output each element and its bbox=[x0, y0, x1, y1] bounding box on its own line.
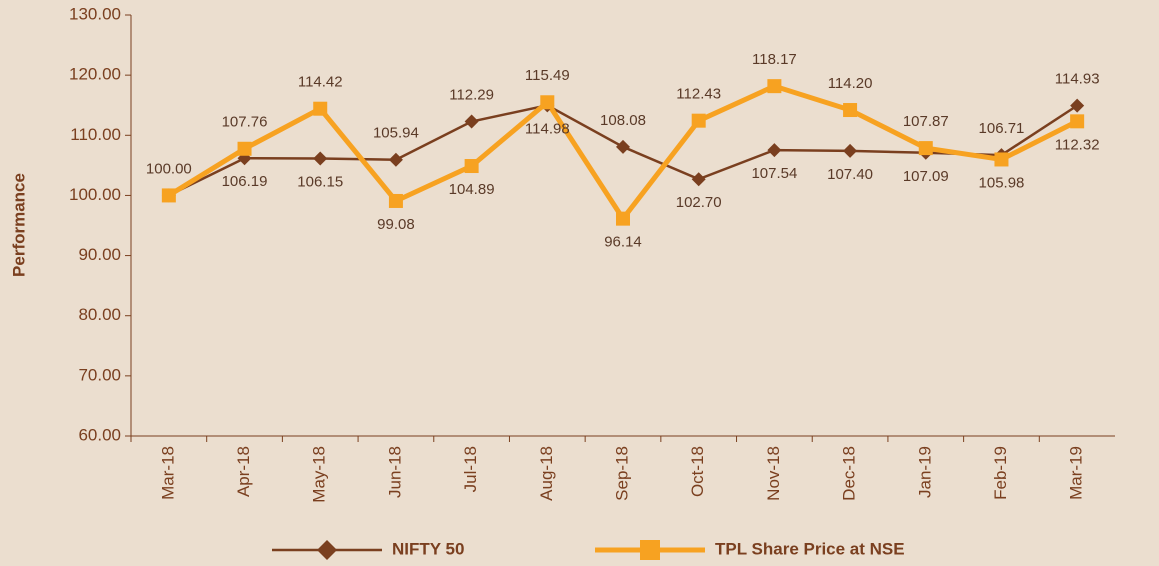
data-point bbox=[1070, 114, 1085, 129]
data-point bbox=[464, 159, 479, 174]
data-point bbox=[540, 95, 555, 110]
data-point bbox=[161, 188, 176, 203]
data-point bbox=[616, 211, 630, 226]
data-label: 106.71 bbox=[979, 120, 1025, 137]
data-point bbox=[843, 103, 858, 118]
data-point bbox=[313, 151, 328, 166]
data-point bbox=[994, 152, 1009, 167]
x-tick-label: Aug-18 bbox=[537, 446, 556, 501]
legend-marker bbox=[317, 540, 337, 560]
x-tick-label: May-18 bbox=[310, 446, 329, 503]
x-tick-label: Mar-18 bbox=[158, 446, 177, 500]
data-point bbox=[313, 101, 328, 116]
data-label: 114.20 bbox=[828, 75, 873, 92]
x-tick-label: Jan-19 bbox=[915, 446, 934, 498]
data-point bbox=[691, 113, 706, 128]
data-label: 100.00 bbox=[146, 160, 192, 177]
x-tick-label: Apr-18 bbox=[234, 446, 253, 497]
data-point bbox=[1070, 98, 1085, 113]
x-tick-label: Sep-18 bbox=[612, 446, 631, 501]
x-tick-label: Feb-19 bbox=[991, 446, 1010, 500]
legend-marker bbox=[640, 540, 660, 560]
x-tick-label: Jul-18 bbox=[461, 446, 480, 492]
data-label: 107.76 bbox=[222, 114, 268, 131]
data-label: 107.09 bbox=[903, 168, 949, 185]
x-tick-label: Mar-19 bbox=[1067, 446, 1086, 500]
data-label: 118.17 bbox=[752, 51, 797, 68]
data-label: 107.54 bbox=[751, 165, 797, 182]
data-point bbox=[843, 143, 858, 158]
y-tick-label: 80.00 bbox=[78, 305, 121, 324]
data-point bbox=[464, 114, 479, 129]
data-label: 108.08 bbox=[600, 112, 646, 129]
data-label: 107.40 bbox=[827, 166, 873, 183]
data-label: 112.43 bbox=[676, 86, 721, 103]
data-label: 114.93 bbox=[1055, 71, 1100, 88]
data-label: 99.08 bbox=[377, 216, 415, 233]
data-label: 112.29 bbox=[449, 86, 494, 103]
data-label: 96.14 bbox=[604, 234, 642, 251]
data-point bbox=[616, 139, 630, 154]
y-axis-label: Performance bbox=[9, 173, 28, 277]
y-tick-label: 110.00 bbox=[70, 125, 121, 144]
data-label: 114.42 bbox=[298, 74, 343, 91]
y-tick-label: 90.00 bbox=[78, 245, 121, 264]
data-point bbox=[767, 143, 782, 158]
y-tick-label: 60.00 bbox=[78, 425, 121, 444]
x-tick-label: Oct-18 bbox=[688, 446, 707, 497]
data-point bbox=[767, 79, 782, 94]
legend-label: NIFTY 50 bbox=[392, 539, 464, 558]
data-label: 115.49 bbox=[525, 67, 570, 84]
data-label: 105.94 bbox=[373, 125, 419, 142]
x-tick-label: Dec-18 bbox=[840, 446, 859, 501]
y-tick-label: 130.00 bbox=[69, 4, 121, 23]
x-tick-label: Jun-18 bbox=[385, 446, 404, 498]
data-label: 102.70 bbox=[676, 194, 722, 211]
data-point bbox=[388, 193, 403, 208]
y-tick-label: 100.00 bbox=[69, 185, 121, 204]
data-label: 107.87 bbox=[903, 113, 949, 130]
x-tick-label: Nov-18 bbox=[764, 446, 783, 501]
data-label: 105.98 bbox=[979, 174, 1025, 191]
data-point bbox=[388, 152, 403, 167]
data-label: 106.15 bbox=[297, 173, 343, 190]
data-label: 106.19 bbox=[222, 173, 268, 190]
y-tick-label: 120.00 bbox=[69, 65, 121, 84]
data-point bbox=[918, 141, 933, 156]
data-point bbox=[237, 141, 252, 156]
data-label: 104.89 bbox=[449, 181, 495, 198]
y-tick-label: 70.00 bbox=[78, 365, 121, 384]
data-label: 114.98 bbox=[525, 120, 570, 137]
legend-label: TPL Share Price at NSE bbox=[715, 539, 905, 558]
data-label: 112.32 bbox=[1055, 136, 1100, 153]
data-point bbox=[691, 172, 706, 187]
